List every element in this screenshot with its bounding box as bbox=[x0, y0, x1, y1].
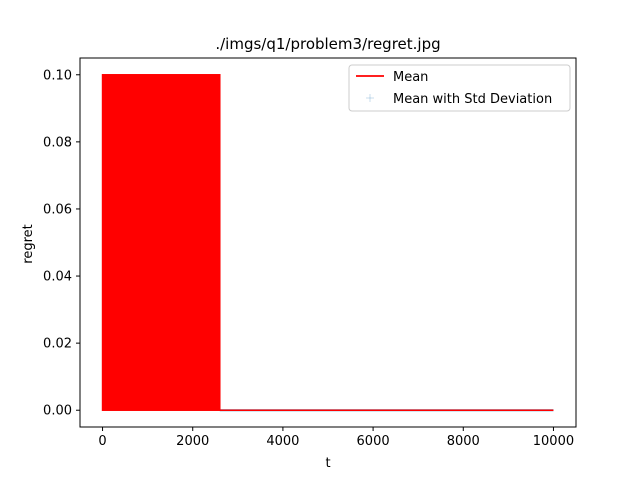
y-tick-label: 0.10 bbox=[43, 68, 72, 83]
legend: Mean Mean with Std Deviation bbox=[348, 64, 571, 112]
x-tick-label: 8000 bbox=[447, 434, 480, 449]
x-tick-label: 6000 bbox=[357, 434, 390, 449]
axes: 0 2000 4000 6000 8000 10000 0.00 0.02 0.04 0.06 0.… bbox=[43, 57, 577, 449]
y-tick-label: 0.06 bbox=[43, 202, 72, 217]
y-axis-label: regret bbox=[21, 224, 36, 263]
legend-std-label: Mean with Std Deviation bbox=[393, 92, 552, 107]
x-tick-label: 2000 bbox=[176, 434, 209, 449]
mean-series-oscillation-block bbox=[101, 74, 221, 411]
axes-frame bbox=[79, 57, 577, 428]
x-tick-label: 4000 bbox=[266, 434, 299, 449]
y-tick-label: 0.00 bbox=[43, 404, 72, 419]
y-tick-label: 0.08 bbox=[43, 135, 72, 150]
y-tick-label: 0.04 bbox=[43, 270, 72, 285]
x-tick-label: 10000 bbox=[533, 434, 574, 449]
chart-title: ./imgs/q1/problem3/regret.jpg bbox=[215, 35, 440, 53]
x-axis-label: t bbox=[325, 456, 330, 471]
legend-box bbox=[348, 64, 571, 112]
y-tick-label: 0.02 bbox=[43, 337, 72, 352]
x-tick-label: 0 bbox=[98, 434, 106, 449]
legend-mean-label: Mean bbox=[393, 70, 428, 85]
plot-area bbox=[101, 74, 554, 412]
